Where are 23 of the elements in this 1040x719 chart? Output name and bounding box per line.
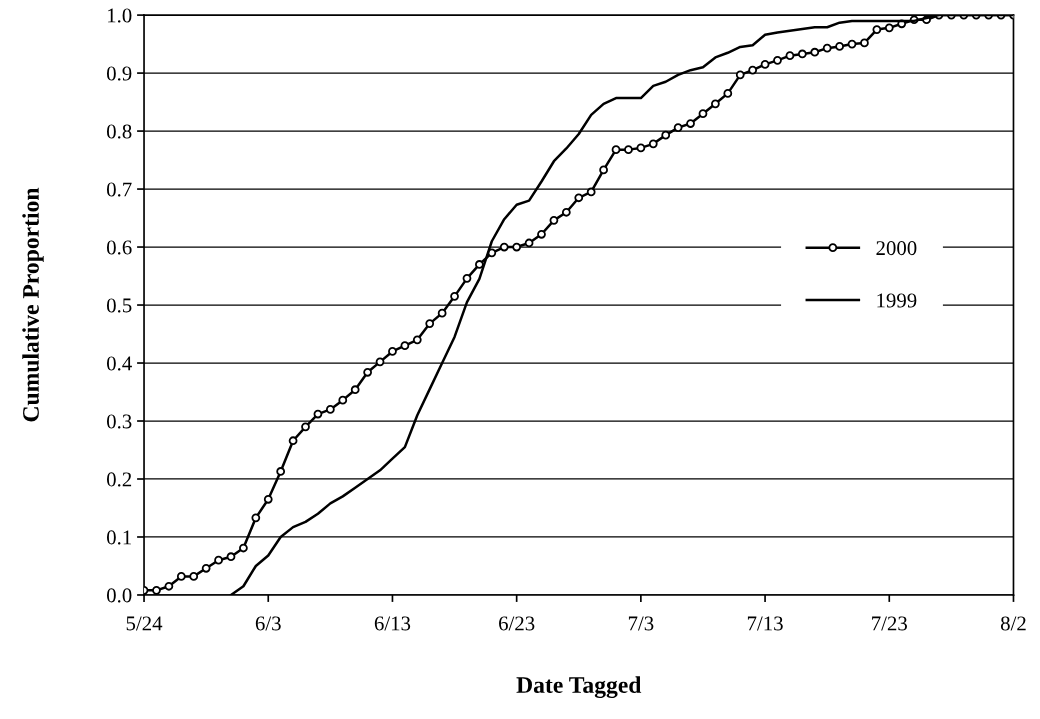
y-tick-label: 0.2 xyxy=(106,472,132,487)
y-tick-label: 0.1 xyxy=(106,530,131,545)
x-tick-label: 5/24 xyxy=(126,616,163,631)
y-tick-label: 1.0 xyxy=(108,8,132,23)
legend-label: 1999 xyxy=(877,293,917,308)
x-tick-label: 6/13 xyxy=(374,616,411,631)
y-tick-label: 0.4 xyxy=(106,356,132,371)
y-tick-label: 0.3 xyxy=(106,414,132,429)
x-axis-title: Date Tagged xyxy=(516,676,642,698)
x-tick-label: 7/23 xyxy=(872,616,907,631)
x-tick-label: 6/23 xyxy=(499,616,535,631)
y-axis-title: Cumulative Proportion xyxy=(22,187,44,422)
x-tick-label: 6/3 xyxy=(255,616,281,631)
x-tick-label: 7/13 xyxy=(747,616,783,631)
legend-label: 2000 xyxy=(876,241,917,256)
y-tick-label: 0.0 xyxy=(106,588,132,603)
x-tick-label: 7/3 xyxy=(628,616,654,631)
y-tick-label: 0.9 xyxy=(106,66,132,81)
x-tick-label: 8/2 xyxy=(1000,616,1026,631)
y-tick-label: 0.5 xyxy=(106,298,132,313)
y-tick-label: 0.7 xyxy=(106,182,132,197)
y-tick-label: 0.6 xyxy=(106,240,132,255)
y-tick-label: 0.8 xyxy=(106,124,132,139)
